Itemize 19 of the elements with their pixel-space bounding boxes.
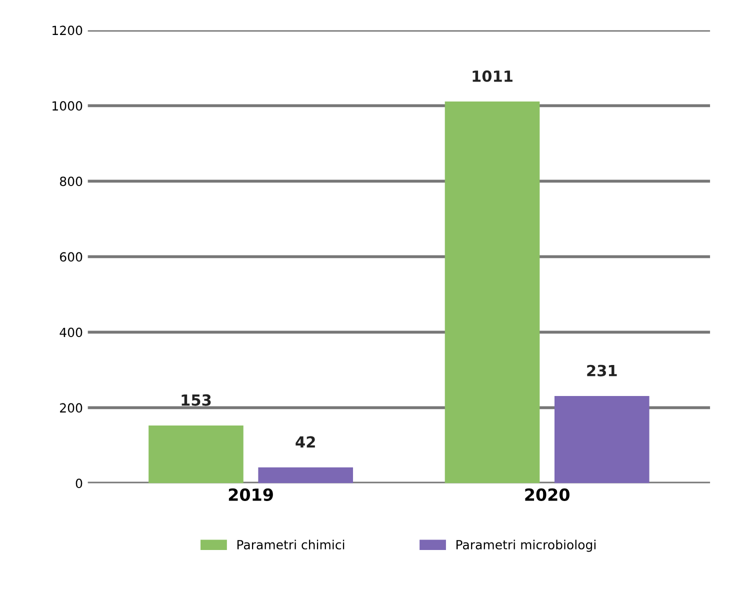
y-tick-label: 1200 — [52, 26, 82, 36]
bar — [554, 396, 650, 484]
y-tick-label: 200 — [60, 403, 82, 413]
data-label: 42 — [296, 436, 315, 448]
bar — [444, 102, 540, 484]
y-tick-label: 600 — [60, 252, 82, 262]
data-label: 153 — [182, 394, 211, 406]
legend-label: Parametri microbiologi — [456, 540, 596, 552]
y-tick-label: 0 — [76, 478, 82, 488]
x-tick-label: 2019 — [228, 488, 273, 501]
data-label: 1011 — [472, 70, 512, 82]
legend-label: Parametri chimici — [237, 540, 344, 550]
data-label: 231 — [587, 364, 617, 376]
y-tick-label: 1000 — [52, 101, 82, 111]
x-tick-label: 2020 — [525, 488, 570, 501]
bar — [148, 425, 244, 484]
bar — [258, 467, 354, 484]
y-tick-label: 800 — [60, 176, 82, 186]
y-tick-label: 400 — [60, 328, 82, 338]
